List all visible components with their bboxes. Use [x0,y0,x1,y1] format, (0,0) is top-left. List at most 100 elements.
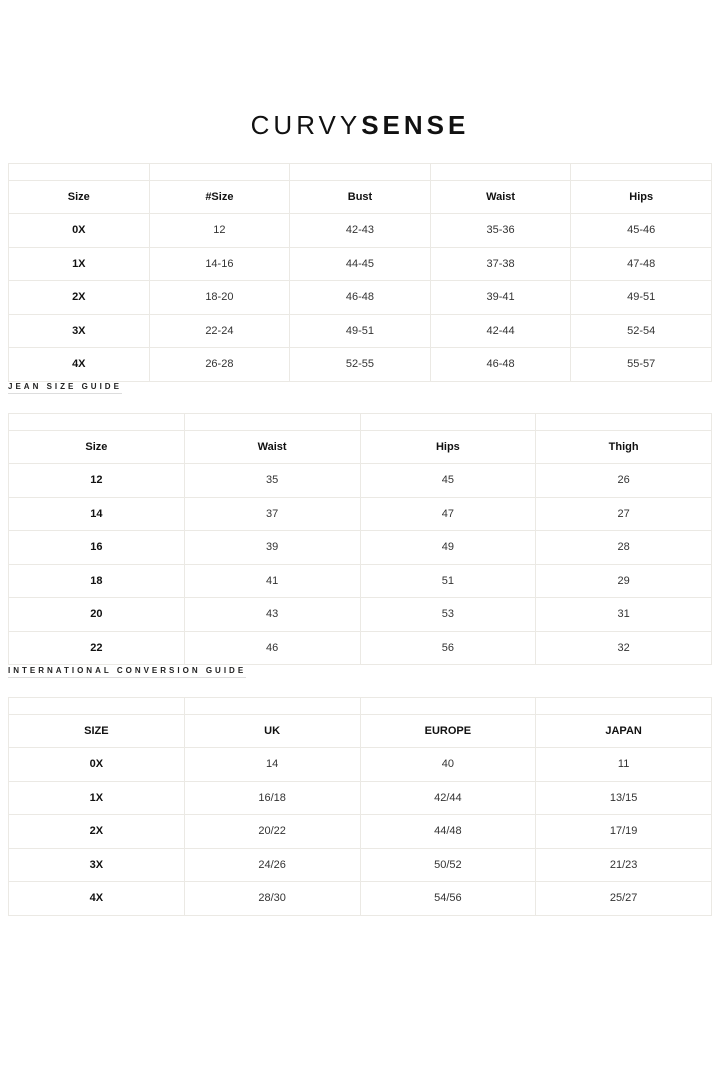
size-cell: 20 [8,597,185,632]
size-cell: 1X [8,246,150,281]
table-row: 3X 22-24 49-51 42-44 52-54 [8,313,712,348]
size-cell: 18 [8,563,185,598]
size-cell: 14 [8,496,185,531]
value-cell: 13/15 [535,780,712,815]
size-cell: 2X [8,280,150,315]
table-row: 4X 26-28 52-55 46-48 55-57 [8,347,712,382]
value-cell: 18-20 [148,280,291,315]
table-row: 1X 16/18 42/44 13/15 [8,780,712,815]
value-cell: 45 [359,463,537,498]
value-cell: 37 [183,496,361,531]
header-row: Size Waist Hips Thigh [8,430,712,464]
table-row: 16 39 49 28 [8,530,712,565]
jean-size-guide-heading: JEAN SIZE GUIDE [8,382,122,394]
value-cell: 14-16 [148,246,291,281]
table-row: 0X 14 40 11 [8,747,712,782]
empty-cell [8,697,185,715]
empty-cell [359,413,537,431]
size-cell: 4X [8,881,185,916]
column-header: #Size [148,180,291,214]
size-chart-table: Size #Size Bust Waist Hips 0X 12 42-43 35-36 45-4… [8,163,712,382]
conversion-guide-table: SIZE UK EUROPE JAPAN 0X 14 40 11 1X 16/18 42/44 13/… [8,697,712,916]
value-cell: 22-24 [148,313,291,348]
value-cell: 12 [148,213,291,248]
size-cell: 3X [8,313,150,348]
empty-cell [535,413,712,431]
brand-logo: CURVYSENSE [250,110,470,140]
size-cell: 4X [8,347,150,382]
value-cell: 49-51 [570,280,712,315]
value-cell: 56 [359,630,537,665]
value-cell: 24/26 [183,847,361,882]
value-cell: 46-48 [429,347,572,382]
value-cell: 44/48 [359,814,537,849]
value-cell: 16/18 [183,780,361,815]
value-cell: 31 [535,597,712,632]
value-cell: 42-43 [289,213,431,248]
value-cell: 21/23 [535,847,712,882]
value-cell: 46 [183,630,361,665]
value-cell: 40 [359,747,537,782]
value-cell: 27 [535,496,712,531]
size-cell: 22 [8,630,185,665]
value-cell: 20/22 [183,814,361,849]
column-header: Hips [359,430,537,464]
size-cell: 2X [8,814,185,849]
size-cell: 16 [8,530,185,565]
value-cell: 28 [535,530,712,565]
value-cell: 49 [359,530,537,565]
value-cell: 52-54 [570,313,712,348]
table-row: 2X 20/22 44/48 17/19 [8,814,712,849]
value-cell: 51 [359,563,537,598]
column-header: Waist [429,180,572,214]
blank-row [8,697,712,715]
blank-row [8,413,712,431]
value-cell: 42/44 [359,780,537,815]
column-header: Size [8,180,150,214]
table-row: 4X 28/30 54/56 25/27 [8,881,712,916]
value-cell: 43 [183,597,361,632]
value-cell: 17/19 [535,814,712,849]
size-cell: 3X [8,847,185,882]
column-header: SIZE [8,714,185,748]
table-row: 0X 12 42-43 35-36 45-46 [8,213,712,248]
column-header: Hips [570,180,712,214]
empty-cell [183,413,361,431]
size-cell: 12 [8,463,185,498]
value-cell: 35 [183,463,361,498]
value-cell: 29 [535,563,712,598]
value-cell: 54/56 [359,881,537,916]
table-row: 20 43 53 31 [8,597,712,632]
column-header: Waist [183,430,361,464]
size-cell: 1X [8,780,185,815]
value-cell: 39-41 [429,280,572,315]
value-cell: 25/27 [535,881,712,916]
jean-size-guide-table: Size Waist Hips Thigh 12 35 45 26 14 37 47 27 16 39 49… [8,413,712,665]
column-header: EUROPE [359,714,537,748]
column-header: Bust [289,180,431,214]
empty-cell [8,413,185,431]
table-row: 12 35 45 26 [8,463,712,498]
value-cell: 47 [359,496,537,531]
empty-cell [289,163,431,181]
value-cell: 55-57 [570,347,712,382]
size-cell: 0X [8,213,150,248]
international-conversion-guide-heading: INTERNATIONAL CONVERSION GUIDE [8,666,247,678]
column-header: Thigh [535,430,712,464]
empty-cell [183,697,361,715]
column-header: UK [183,714,361,748]
empty-cell [148,163,291,181]
value-cell: 26 [535,463,712,498]
empty-cell [359,697,537,715]
value-cell: 47-48 [570,246,712,281]
value-cell: 45-46 [570,213,712,248]
empty-cell [535,697,712,715]
table-row: 18 41 51 29 [8,563,712,598]
header-row: SIZE UK EUROPE JAPAN [8,714,712,748]
value-cell: 32 [535,630,712,665]
empty-cell [429,163,572,181]
value-cell: 53 [359,597,537,632]
value-cell: 14 [183,747,361,782]
value-cell: 35-36 [429,213,572,248]
size-cell: 0X [8,747,185,782]
